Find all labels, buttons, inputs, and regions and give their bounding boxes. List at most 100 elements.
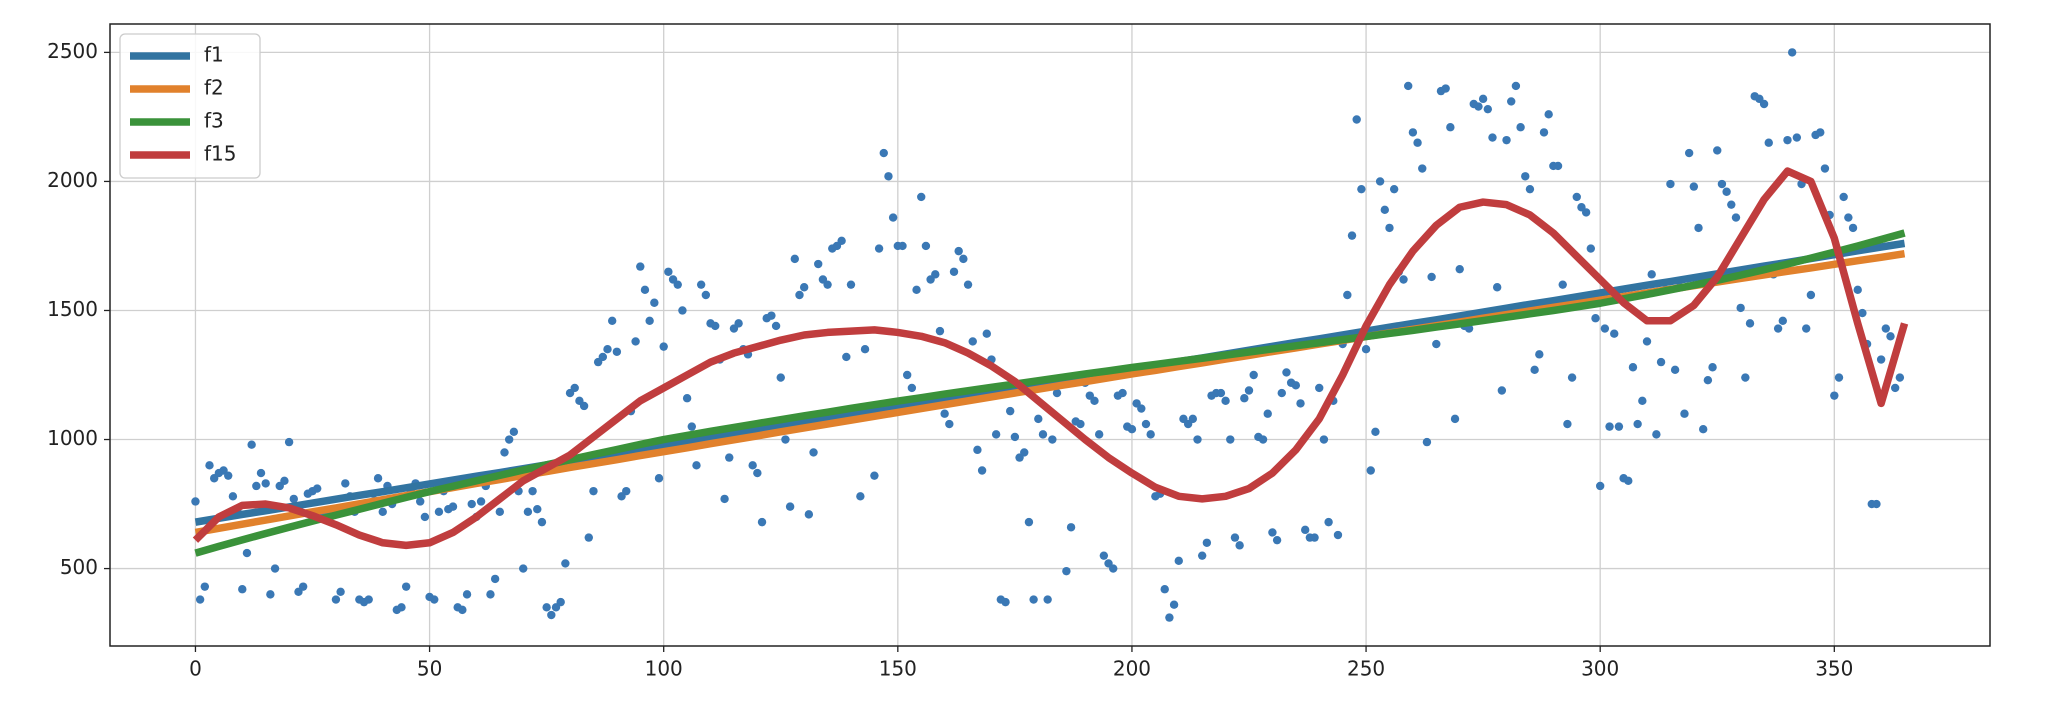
y-tick-label: 500: [60, 555, 98, 579]
legend-label: f1: [204, 43, 224, 67]
point: [519, 564, 528, 573]
point: [556, 597, 565, 607]
point: [1858, 308, 1867, 318]
point: [247, 440, 256, 449]
point: [1375, 177, 1385, 186]
point: [982, 329, 991, 338]
point: [701, 290, 711, 300]
point: [1647, 270, 1656, 279]
point: [1614, 422, 1624, 431]
point: [242, 548, 252, 558]
point: [397, 603, 406, 612]
point: [1736, 303, 1745, 313]
point: [1300, 525, 1310, 535]
point: [711, 321, 720, 331]
legend-frame: [119, 33, 261, 179]
point: [467, 499, 476, 509]
point: [1680, 409, 1689, 418]
point: [1221, 396, 1230, 406]
point: [804, 510, 814, 519]
point: [238, 585, 247, 594]
point: [1020, 448, 1029, 457]
point: [1165, 613, 1174, 622]
point: [631, 337, 640, 346]
point: [434, 507, 444, 516]
point: [1315, 383, 1324, 393]
point: [1099, 551, 1109, 560]
point: [1052, 388, 1062, 398]
point: [603, 344, 612, 354]
point: [1024, 517, 1034, 527]
point: [856, 492, 865, 501]
point: [1249, 370, 1258, 380]
point: [1525, 184, 1535, 194]
point: [261, 479, 270, 488]
point: [846, 280, 856, 289]
point: [607, 316, 617, 326]
point: [401, 582, 411, 591]
point: [725, 453, 734, 462]
point: [921, 241, 931, 251]
point: [1610, 329, 1619, 338]
point: [1324, 517, 1333, 527]
x-tick-label: 300: [1581, 657, 1619, 681]
point: [1076, 419, 1085, 429]
point: [224, 471, 233, 480]
point: [598, 352, 608, 362]
point: [1483, 104, 1493, 114]
point: [1764, 138, 1773, 147]
point: [1544, 110, 1553, 119]
point: [1816, 128, 1825, 137]
point: [1605, 422, 1614, 431]
point: [1586, 244, 1596, 253]
point: [1450, 414, 1460, 424]
point: [1202, 538, 1212, 547]
plot-background: [110, 24, 1990, 646]
x-tick-label: 100: [645, 657, 683, 681]
point: [1333, 530, 1343, 540]
point: [542, 603, 551, 612]
point: [533, 505, 542, 514]
point: [654, 474, 664, 483]
point: [1689, 182, 1699, 191]
point: [1005, 406, 1015, 416]
point: [205, 461, 214, 470]
point: [1268, 528, 1277, 537]
point: [1713, 146, 1722, 155]
point: [1507, 97, 1516, 106]
point: [1642, 337, 1652, 346]
point: [1455, 264, 1464, 274]
point: [1244, 386, 1254, 395]
point: [945, 419, 954, 429]
point: [753, 468, 762, 478]
point: [636, 262, 645, 271]
point: [1628, 363, 1638, 372]
point: [1048, 435, 1057, 444]
point: [1530, 365, 1539, 375]
point: [1010, 432, 1020, 442]
point: [1263, 409, 1272, 418]
point: [1652, 430, 1661, 439]
point: [1169, 600, 1179, 609]
point: [364, 595, 373, 604]
point: [837, 236, 846, 245]
point: [1380, 205, 1389, 215]
point: [1352, 115, 1361, 124]
point: [1624, 476, 1633, 486]
point: [1792, 133, 1802, 142]
point: [1399, 275, 1408, 284]
point: [1567, 373, 1577, 382]
point: [523, 507, 533, 516]
point: [1137, 404, 1146, 413]
point: [790, 254, 800, 264]
point: [1666, 179, 1675, 189]
x-tick-label: 200: [1113, 657, 1151, 681]
point: [959, 254, 968, 264]
point: [476, 497, 486, 506]
point: [1146, 430, 1155, 439]
point: [917, 192, 926, 202]
point: [1694, 223, 1703, 233]
point: [1502, 135, 1511, 145]
point: [1787, 48, 1797, 57]
point: [1188, 414, 1198, 424]
